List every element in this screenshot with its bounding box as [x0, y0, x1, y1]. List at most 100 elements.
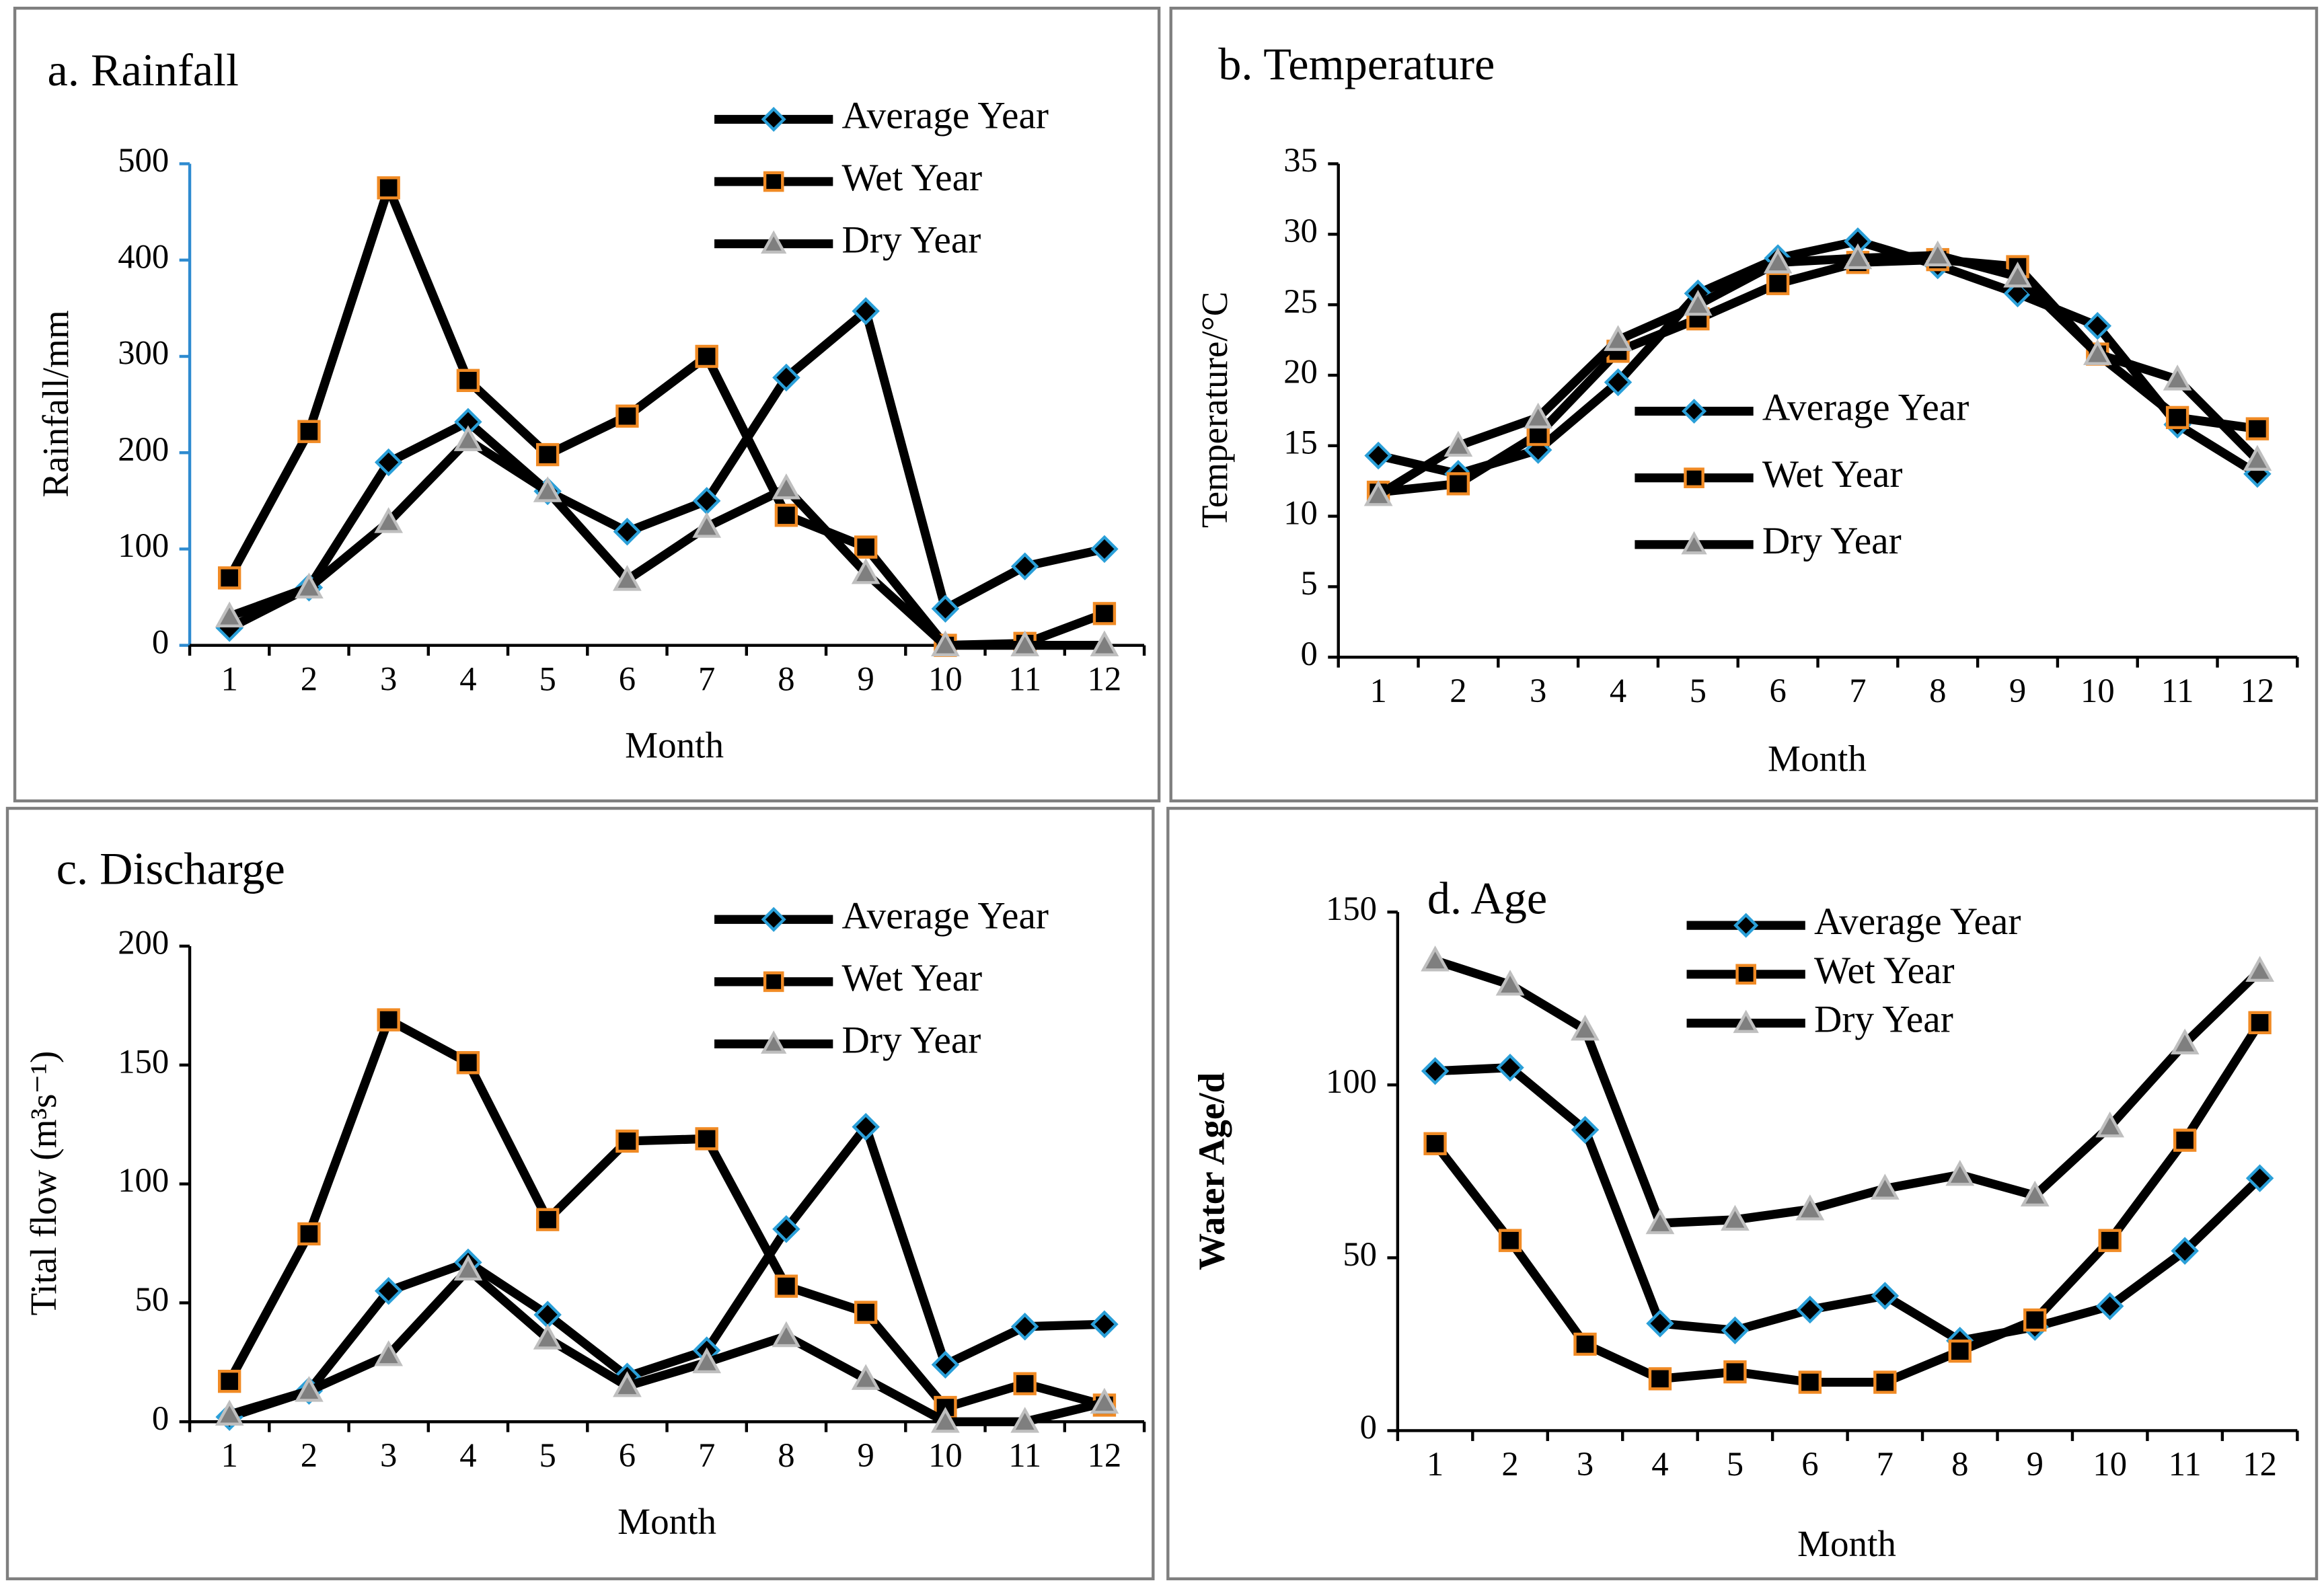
- x-tick-label: 4: [1610, 672, 1626, 709]
- data-point: [374, 448, 403, 477]
- data-point: [772, 1215, 800, 1243]
- legend-marker: [761, 906, 786, 932]
- data-point: [931, 594, 960, 623]
- data-point: [1090, 535, 1119, 564]
- data-point: [1945, 1159, 1975, 1186]
- data-point: [615, 1129, 639, 1153]
- legend-label: Average Year: [1814, 900, 2021, 943]
- legend-marker: [761, 106, 786, 132]
- x-tick-label: 5: [539, 1436, 556, 1474]
- x-tick-label: 8: [778, 1436, 794, 1474]
- legend-label: Average Year: [842, 95, 1049, 137]
- data-point: [1571, 1116, 1600, 1144]
- data-point: [772, 473, 801, 500]
- panel-border: [13, 6, 1161, 803]
- x-tick-label: 2: [1501, 1445, 1518, 1483]
- data-point: [695, 1127, 718, 1151]
- data-point: [1721, 1204, 1750, 1231]
- data-point: [2095, 1292, 2124, 1321]
- legend-label: Dry Year: [1762, 520, 1902, 562]
- data-point: [852, 297, 880, 325]
- y-axis-label: Water Age/d: [1191, 1072, 1232, 1270]
- x-tick-label: 10: [2081, 672, 2115, 709]
- y-axis-label: Tital flow (m³s⁻¹): [23, 1051, 64, 1316]
- legend-label: Dry Year: [842, 219, 981, 262]
- data-point: [2165, 405, 2189, 430]
- x-tick-label: 11: [1008, 660, 1041, 697]
- data-point: [535, 442, 560, 467]
- legend-label: Wet Year: [1814, 950, 1955, 992]
- data-point: [217, 566, 241, 590]
- series-line: [227, 307, 1106, 632]
- y-tick-label: 100: [118, 527, 169, 564]
- x-tick-label: 7: [698, 660, 715, 697]
- data-point: [374, 507, 404, 533]
- data-point: [695, 344, 718, 369]
- data-point: [692, 1347, 722, 1374]
- x-tick-label: 9: [2027, 1445, 2044, 1483]
- data-point: [931, 630, 960, 656]
- chart-title: d. Age: [1427, 873, 1547, 924]
- data-point: [774, 1274, 798, 1298]
- data-point: [533, 1323, 562, 1350]
- legend-label: Dry Year: [1814, 999, 1953, 1041]
- data-point: [215, 601, 244, 627]
- x-tick-label: 3: [380, 660, 397, 697]
- data-point: [854, 535, 878, 559]
- data-point: [2098, 1229, 2122, 1252]
- data-point: [1571, 1014, 1600, 1041]
- x-tick-label: 6: [1769, 672, 1786, 709]
- data-point: [613, 1371, 642, 1397]
- data-point: [2023, 1308, 2047, 1332]
- x-tick-label: 6: [619, 1436, 636, 1474]
- data-point: [1013, 1372, 1037, 1395]
- x-tick-label: 6: [619, 660, 636, 697]
- x-tick-label: 12: [2241, 672, 2275, 709]
- data-point: [1721, 1316, 1750, 1345]
- x-tick-label: 11: [1008, 1436, 1041, 1474]
- x-tick-label: 1: [1370, 672, 1386, 709]
- data-point: [374, 1277, 403, 1305]
- data-point: [1948, 1340, 1972, 1363]
- legend-marker: [761, 230, 787, 254]
- y-tick-label: 10: [1283, 494, 1318, 531]
- data-point: [1446, 472, 1470, 496]
- legend-label: Wet Year: [842, 157, 983, 199]
- data-point: [1873, 1370, 1897, 1394]
- x-tick-label: 4: [1651, 1445, 1668, 1483]
- x-tick-label: 11: [2169, 1445, 2202, 1483]
- y-tick-label: 20: [1283, 353, 1318, 391]
- data-point: [1766, 272, 1790, 295]
- data-point: [1090, 1310, 1119, 1339]
- data-point: [456, 1051, 480, 1075]
- x-axis-label: Month: [625, 725, 724, 766]
- series-line: [1435, 1063, 2263, 1346]
- data-point: [2170, 1028, 2200, 1054]
- data-point: [1010, 1407, 1040, 1433]
- data-point: [1798, 1370, 1822, 1394]
- data-point: [1495, 970, 1525, 996]
- panel-border: [5, 806, 1155, 1581]
- data-point: [1723, 1360, 1747, 1384]
- data-point: [1604, 368, 1633, 397]
- legend-marker: [1681, 398, 1707, 424]
- data-point: [456, 369, 480, 392]
- x-tick-label: 2: [301, 660, 317, 697]
- data-point: [1010, 630, 1040, 656]
- x-axis-label: Month: [617, 1501, 716, 1542]
- x-tick-label: 7: [1877, 1445, 1894, 1483]
- data-point: [1648, 1367, 1672, 1391]
- y-tick-label: 100: [1326, 1062, 1377, 1100]
- series-line: [1433, 956, 2263, 1228]
- series-line: [228, 1265, 1106, 1426]
- y-tick-label: 15: [1283, 423, 1318, 461]
- data-point: [851, 1364, 880, 1390]
- x-tick-label: 5: [539, 660, 556, 697]
- x-tick-label: 3: [1530, 672, 1546, 709]
- data-point: [1871, 1282, 1900, 1310]
- y-tick-label: 200: [118, 924, 169, 962]
- x-tick-label: 4: [459, 1436, 476, 1474]
- data-point: [774, 504, 798, 527]
- data-point: [1604, 325, 1633, 351]
